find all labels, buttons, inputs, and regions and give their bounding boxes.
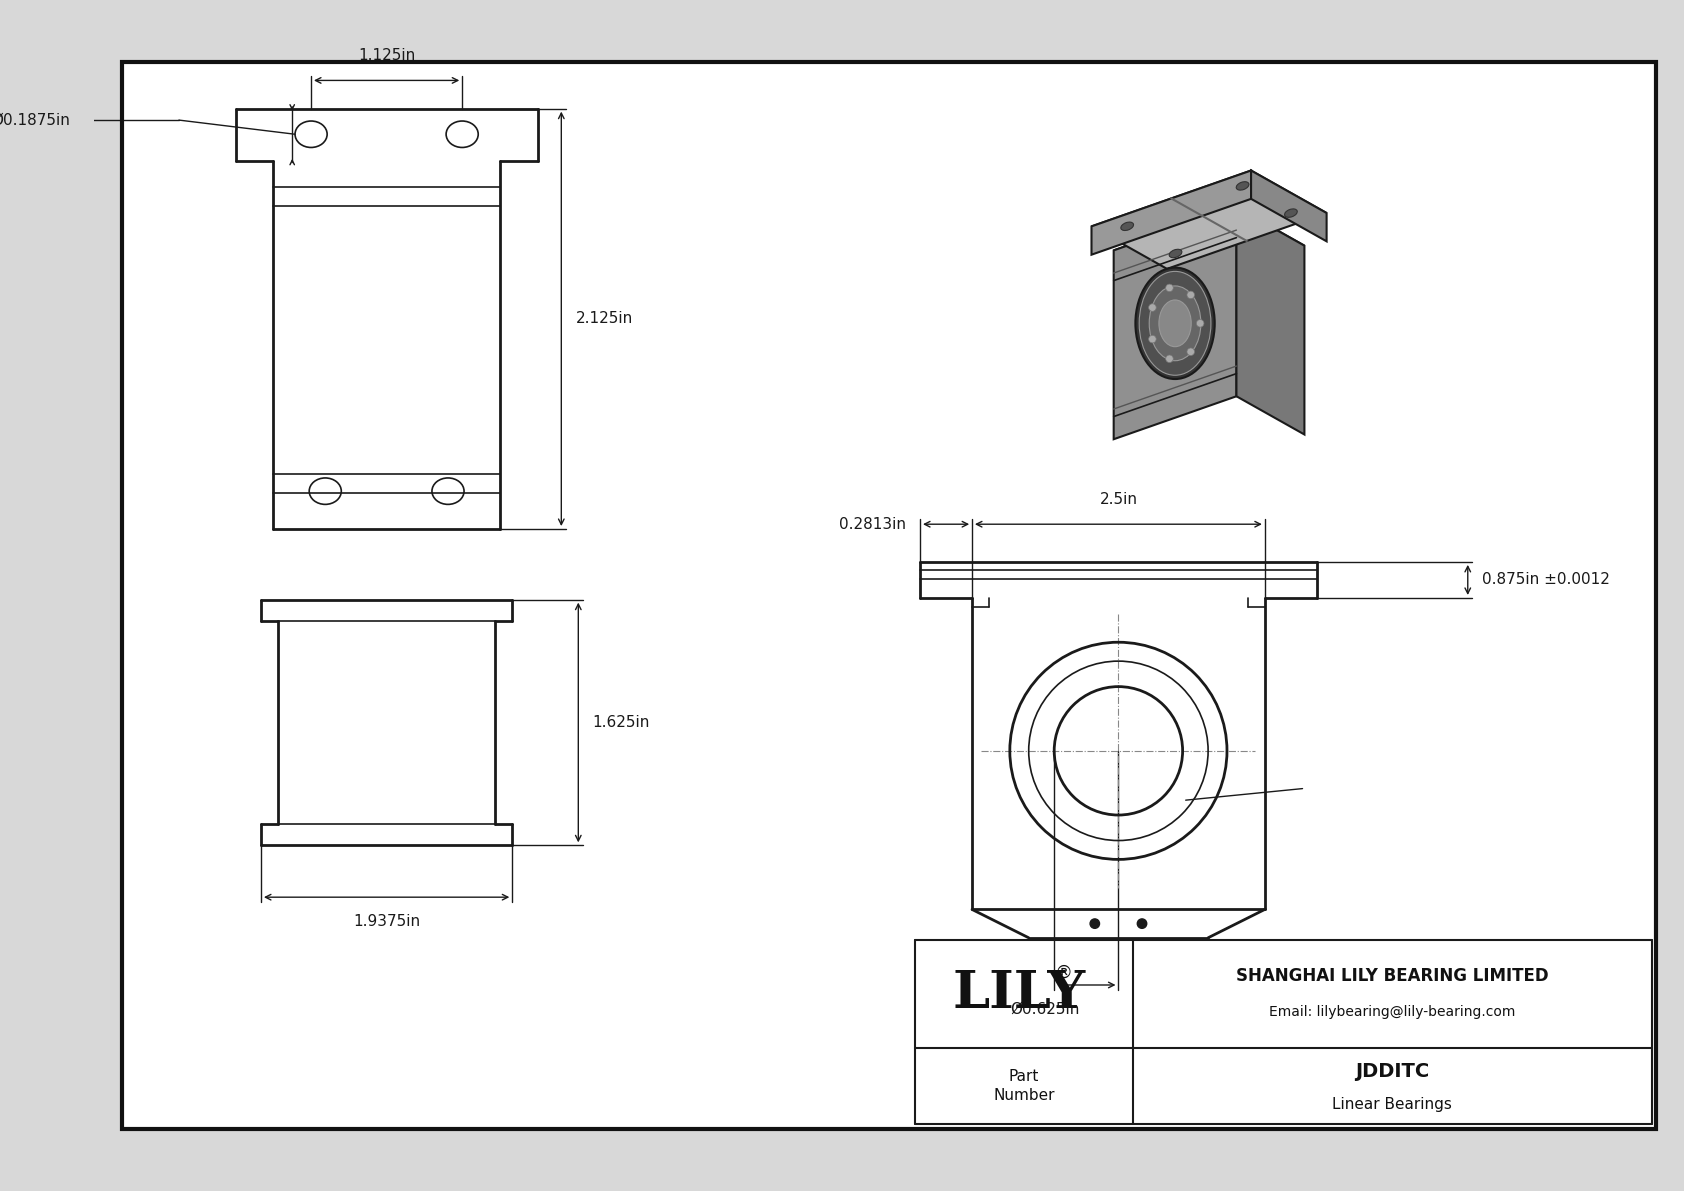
Circle shape	[1187, 291, 1194, 299]
Text: 1.9375in: 1.9375in	[354, 915, 421, 929]
Text: Linear Bearings: Linear Bearings	[1332, 1097, 1452, 1112]
Ellipse shape	[1135, 268, 1214, 379]
Circle shape	[1148, 304, 1157, 311]
Ellipse shape	[1159, 300, 1191, 347]
Polygon shape	[1251, 170, 1327, 242]
Text: 0.2813in: 0.2813in	[839, 517, 906, 531]
Ellipse shape	[1148, 286, 1201, 361]
Text: 1.125in: 1.125in	[359, 49, 416, 63]
Text: 2.125in: 2.125in	[576, 311, 633, 326]
Text: Email: lilybearing@lily-bearing.com: Email: lilybearing@lily-bearing.com	[1270, 1005, 1516, 1019]
Polygon shape	[1091, 170, 1251, 255]
Text: 1.625in: 1.625in	[593, 715, 650, 730]
Circle shape	[1165, 355, 1174, 362]
Polygon shape	[1113, 207, 1236, 439]
Ellipse shape	[1169, 249, 1182, 257]
Circle shape	[1187, 348, 1194, 356]
Circle shape	[1148, 336, 1157, 343]
Circle shape	[1137, 919, 1147, 928]
Polygon shape	[1091, 170, 1327, 269]
Polygon shape	[1236, 207, 1305, 435]
Text: Part
Number: Part Number	[994, 1068, 1054, 1103]
Ellipse shape	[1138, 272, 1211, 375]
Text: SHANGHAI LILY BEARING LIMITED: SHANGHAI LILY BEARING LIMITED	[1236, 967, 1549, 985]
Circle shape	[1196, 319, 1204, 328]
Ellipse shape	[1122, 222, 1133, 231]
Text: Ø0.1875in: Ø0.1875in	[0, 113, 71, 127]
Ellipse shape	[1236, 182, 1250, 191]
Ellipse shape	[1285, 208, 1297, 217]
Text: LILY: LILY	[953, 968, 1086, 1019]
Text: ®: ®	[1054, 964, 1073, 981]
Text: 2.5in: 2.5in	[1100, 492, 1137, 507]
Text: 0.875in ±0.0012: 0.875in ±0.0012	[1482, 573, 1610, 587]
Circle shape	[1165, 285, 1174, 292]
Polygon shape	[1113, 207, 1305, 288]
Circle shape	[1090, 919, 1100, 928]
Text: Ø0.625in: Ø0.625in	[1010, 1002, 1079, 1017]
Text: JDDITC: JDDITC	[1356, 1062, 1430, 1081]
